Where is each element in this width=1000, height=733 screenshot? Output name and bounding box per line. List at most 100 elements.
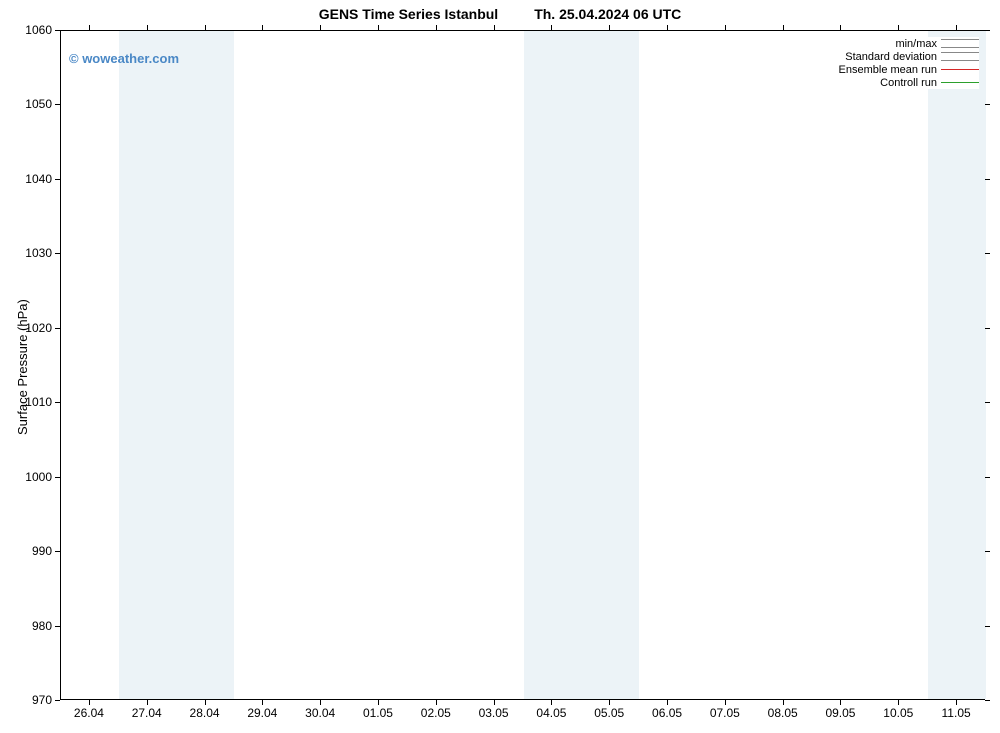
legend-swatch: [941, 78, 979, 87]
x-tick-mark: [840, 25, 841, 30]
y-tick-label: 1040: [12, 172, 52, 186]
chart-title-left: GENS Time Series Istanbul: [319, 6, 498, 26]
x-tick-mark: [725, 25, 726, 30]
y-tick-mark: [55, 700, 60, 701]
x-tick-label: 05.05: [594, 706, 624, 720]
x-tick-mark: [262, 25, 263, 30]
x-tick-label: 28.04: [190, 706, 220, 720]
y-tick-mark: [985, 477, 990, 478]
x-tick-mark: [783, 25, 784, 30]
y-tick-mark: [55, 551, 60, 552]
x-tick-label: 07.05: [710, 706, 740, 720]
x-tick-mark: [378, 25, 379, 30]
y-tick-mark: [55, 179, 60, 180]
x-tick-label: 04.05: [536, 706, 566, 720]
y-tick-label: 1030: [12, 246, 52, 260]
x-tick-mark: [667, 700, 668, 705]
y-tick-mark: [985, 179, 990, 180]
legend-label: Controll run: [880, 77, 937, 89]
y-tick-mark: [985, 328, 990, 329]
x-tick-mark: [89, 700, 90, 705]
x-tick-mark: [494, 700, 495, 705]
legend-swatch: [941, 39, 979, 48]
legend-item: Controll run: [839, 76, 979, 89]
legend-swatch: [941, 52, 979, 61]
y-tick-mark: [985, 551, 990, 552]
x-tick-label: 10.05: [883, 706, 913, 720]
chart-title-right: Th. 25.04.2024 06 UTC: [534, 6, 681, 26]
surface-pressure-chart: GENS Time Series Istanbul Th. 25.04.2024…: [0, 0, 1000, 733]
legend-label: min/max: [895, 38, 937, 50]
x-tick-mark: [147, 25, 148, 30]
x-tick-mark: [378, 700, 379, 705]
y-tick-mark: [55, 253, 60, 254]
x-tick-mark: [205, 700, 206, 705]
x-tick-label: 01.05: [363, 706, 393, 720]
x-tick-mark: [205, 25, 206, 30]
y-tick-label: 970: [12, 693, 52, 707]
weekend-band: [119, 31, 235, 699]
x-tick-mark: [320, 25, 321, 30]
legend-item: min/max: [839, 37, 979, 50]
x-tick-label: 11.05: [942, 706, 971, 720]
watermark: © woweather.com: [69, 51, 179, 66]
x-tick-label: 03.05: [479, 706, 509, 720]
y-tick-mark: [985, 626, 990, 627]
x-tick-label: 02.05: [421, 706, 451, 720]
y-tick-label: 1050: [12, 97, 52, 111]
y-tick-label: 1020: [12, 321, 52, 335]
y-tick-label: 1000: [12, 470, 52, 484]
y-tick-mark: [55, 328, 60, 329]
y-tick-label: 990: [12, 544, 52, 558]
y-tick-mark: [55, 30, 60, 31]
legend-item: Ensemble mean run: [839, 63, 979, 76]
weekend-band: [524, 31, 640, 699]
x-tick-mark: [436, 700, 437, 705]
legend-label: Standard deviation: [845, 51, 937, 63]
x-tick-mark: [551, 25, 552, 30]
legend-label: Ensemble mean run: [839, 64, 937, 76]
y-tick-label: 1060: [12, 23, 52, 37]
plot-area: © woweather.com min/maxStandard deviatio…: [60, 30, 985, 700]
x-tick-label: 30.04: [305, 706, 335, 720]
x-tick-mark: [262, 700, 263, 705]
x-tick-mark: [89, 25, 90, 30]
x-tick-mark: [840, 700, 841, 705]
y-tick-mark: [985, 700, 990, 701]
y-axis-label: Surface Pressure (hPa): [15, 299, 30, 435]
x-tick-mark: [551, 700, 552, 705]
legend-item: Standard deviation: [839, 50, 979, 63]
x-tick-label: 29.04: [247, 706, 277, 720]
y-tick-mark: [55, 477, 60, 478]
x-tick-mark: [320, 700, 321, 705]
weekend-band: [928, 31, 986, 699]
y-tick-mark: [55, 104, 60, 105]
y-tick-mark: [985, 253, 990, 254]
x-tick-mark: [609, 25, 610, 30]
chart-title-row: GENS Time Series Istanbul Th. 25.04.2024…: [0, 6, 1000, 26]
y-tick-mark: [985, 402, 990, 403]
x-tick-label: 08.05: [768, 706, 798, 720]
x-tick-label: 06.05: [652, 706, 682, 720]
legend-swatch: [941, 65, 979, 74]
x-tick-mark: [725, 700, 726, 705]
x-tick-mark: [956, 700, 957, 705]
x-tick-mark: [898, 700, 899, 705]
y-tick-mark: [55, 402, 60, 403]
x-tick-mark: [436, 25, 437, 30]
y-tick-mark: [985, 30, 990, 31]
x-tick-label: 09.05: [825, 706, 855, 720]
x-tick-mark: [609, 700, 610, 705]
legend: min/maxStandard deviationEnsemble mean r…: [839, 37, 979, 89]
x-tick-label: 26.04: [74, 706, 104, 720]
x-tick-mark: [783, 700, 784, 705]
x-tick-mark: [147, 700, 148, 705]
y-tick-label: 1010: [12, 395, 52, 409]
x-tick-mark: [494, 25, 495, 30]
x-tick-label: 27.04: [132, 706, 162, 720]
x-tick-mark: [956, 25, 957, 30]
y-tick-mark: [985, 104, 990, 105]
x-tick-mark: [667, 25, 668, 30]
x-tick-mark: [898, 25, 899, 30]
y-tick-label: 980: [12, 619, 52, 633]
